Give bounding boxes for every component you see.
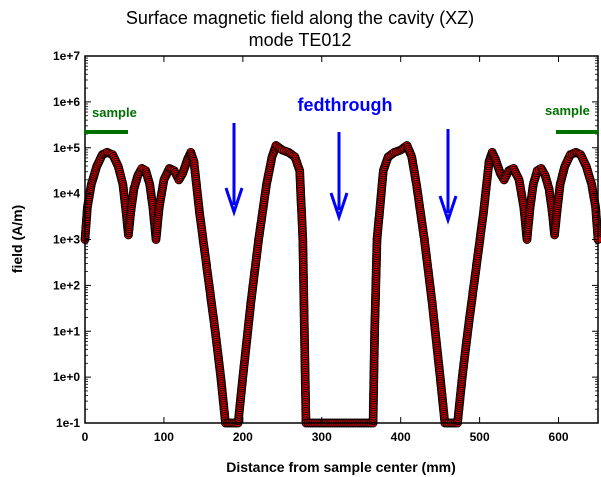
sample-left-label: sample <box>92 105 137 120</box>
y-axis-ticks: 1e-1 1e+0 1e+1 1e+2 1e+3 1e+4 1e+5 1e+6 1e+7 <box>53 49 598 430</box>
y-tick-label: 1e+6 <box>53 95 80 109</box>
sample-right-label: sample <box>545 103 590 118</box>
x-tick-label: 100 <box>154 430 174 444</box>
data-markers <box>80 141 601 428</box>
y-tick-label: 1e+1 <box>53 324 80 338</box>
x-tick-label: 600 <box>549 430 569 444</box>
y-tick-label: 1e+2 <box>53 278 80 292</box>
y-tick-label: 1e+0 <box>53 370 80 384</box>
y-tick-label: 1e+7 <box>53 49 80 63</box>
feedthrough-arrow-right <box>438 129 458 225</box>
y-axis-label: field (A/m) <box>9 205 25 273</box>
y-tick-label: 1e+4 <box>53 187 80 201</box>
chart-title: Surface magnetic field along the cavity … <box>126 8 474 28</box>
x-axis-label: Distance from sample center (mm) <box>226 459 456 475</box>
x-tick-label: 200 <box>233 430 253 444</box>
feedthrough-arrow-center <box>329 132 349 222</box>
feedthrough-arrow-left <box>224 123 244 217</box>
feedthrough-label: fedthrough <box>298 95 393 115</box>
x-tick-label: 500 <box>470 430 490 444</box>
y-tick-label: 1e-1 <box>56 416 80 430</box>
x-axis-ticks: 0 100 200 300 400 500 600 <box>82 56 569 444</box>
y-tick-label: 1e+5 <box>53 141 80 155</box>
y-tick-label: 1e+3 <box>53 233 80 247</box>
chart-subtitle: mode TE012 <box>249 30 352 50</box>
x-tick-label: 0 <box>82 430 89 444</box>
x-tick-label: 400 <box>391 430 411 444</box>
x-tick-label: 300 <box>312 430 332 444</box>
